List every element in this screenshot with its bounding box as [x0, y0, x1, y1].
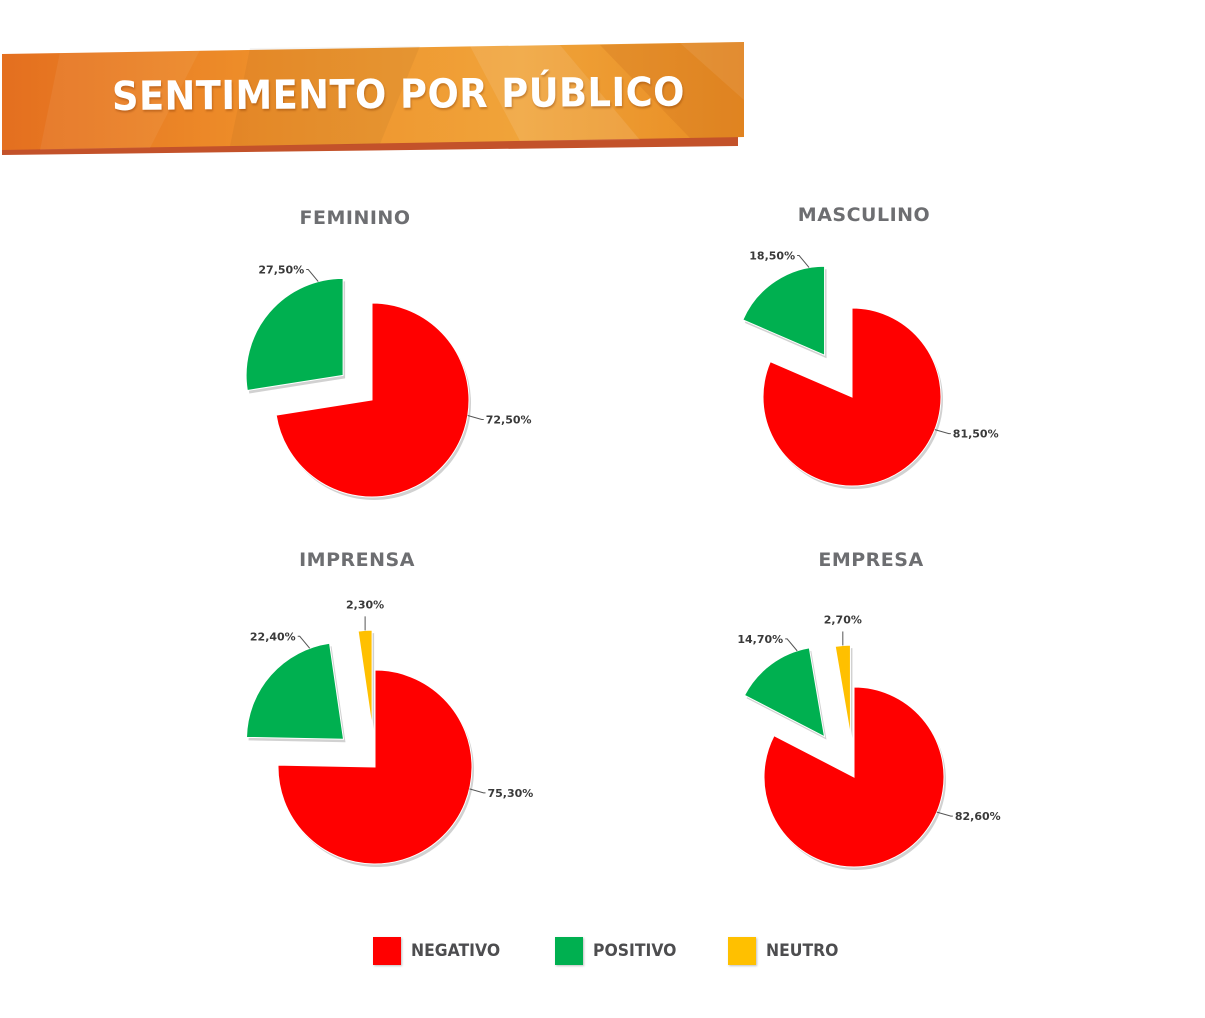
pie-slice-positivo: [246, 642, 345, 740]
data-label-negativo: 72,50%: [486, 413, 532, 426]
leader-line: [797, 255, 810, 268]
legend-item-negativo: NEGATIVO: [373, 934, 508, 968]
pie-slice-positivo: [743, 647, 826, 738]
pie-chart: 72,50% 27,50%: [245, 264, 532, 500]
leader-line: [469, 788, 486, 794]
chart-title: IMPRENSA: [299, 549, 415, 571]
pie-slice-neutro: [357, 629, 373, 728]
chart-imprensa: IMPRENSA 75,30% 22,40% 2,30%: [192, 549, 533, 889]
leader-line: [785, 638, 798, 652]
title-banner: [0, 40, 760, 170]
chart-masculino: MASCULINO 81,50% 18,50%: [699, 202, 1029, 512]
page-title: SENTIMENTO POR PÚBLICO: [111, 69, 686, 120]
pie-slice-negativo: [277, 669, 473, 865]
legend-item-positivo: POSITIVO: [555, 934, 684, 968]
pie-slice-neutro: [834, 644, 851, 736]
leader-line: [936, 811, 953, 817]
legend-label: NEUTRO: [766, 941, 839, 961]
leader-line: [297, 635, 311, 649]
legend-label: POSITIVO: [593, 941, 677, 961]
legend-swatch: [555, 937, 583, 965]
legend: NEGATIVO POSITIVO NEUTRO: [0, 934, 1205, 974]
data-label-positivo: 22,40%: [250, 630, 296, 643]
leader-line: [467, 414, 484, 420]
data-label-neutro: 2,30%: [346, 598, 384, 611]
chart-title: EMPRESA: [818, 549, 924, 571]
legend-swatch: [728, 937, 756, 965]
data-label-negativo: 75,30%: [488, 787, 534, 800]
pie-slice-negativo: [275, 302, 470, 498]
pie-chart: 75,30% 22,40% 2,30%: [246, 598, 533, 867]
pie-slice-positivo: [742, 265, 826, 356]
chart-empresa: EMPRESA 82,60% 14,70% 2,70%: [706, 549, 1036, 889]
legend-swatch: [373, 937, 401, 965]
data-label-positivo: 18,50%: [749, 250, 795, 263]
chart-feminino: FEMININO 72,50% 27,50%: [190, 205, 532, 515]
pie-chart: 82,60% 14,70% 2,70%: [737, 613, 1001, 870]
chart-title: MASCULINO: [797, 204, 931, 226]
pie-chart: 81,50% 18,50%: [742, 250, 999, 489]
leader-line: [306, 269, 319, 282]
data-label-negativo: 81,50%: [953, 428, 999, 441]
chart-title: FEMININO: [299, 207, 411, 229]
legend-label: NEGATIVO: [411, 941, 501, 961]
data-label-neutro: 2,70%: [824, 613, 862, 626]
data-label-negativo: 82,60%: [955, 810, 1001, 823]
data-label-positivo: 27,50%: [258, 264, 304, 277]
pie-slice-negativo: [763, 686, 945, 868]
pie-slice-positivo: [245, 277, 344, 392]
data-label-positivo: 14,70%: [737, 633, 783, 646]
pie-slice-negativo: [762, 307, 942, 487]
leader-line: [934, 429, 951, 435]
legend-item-neutro: NEUTRO: [728, 934, 845, 968]
